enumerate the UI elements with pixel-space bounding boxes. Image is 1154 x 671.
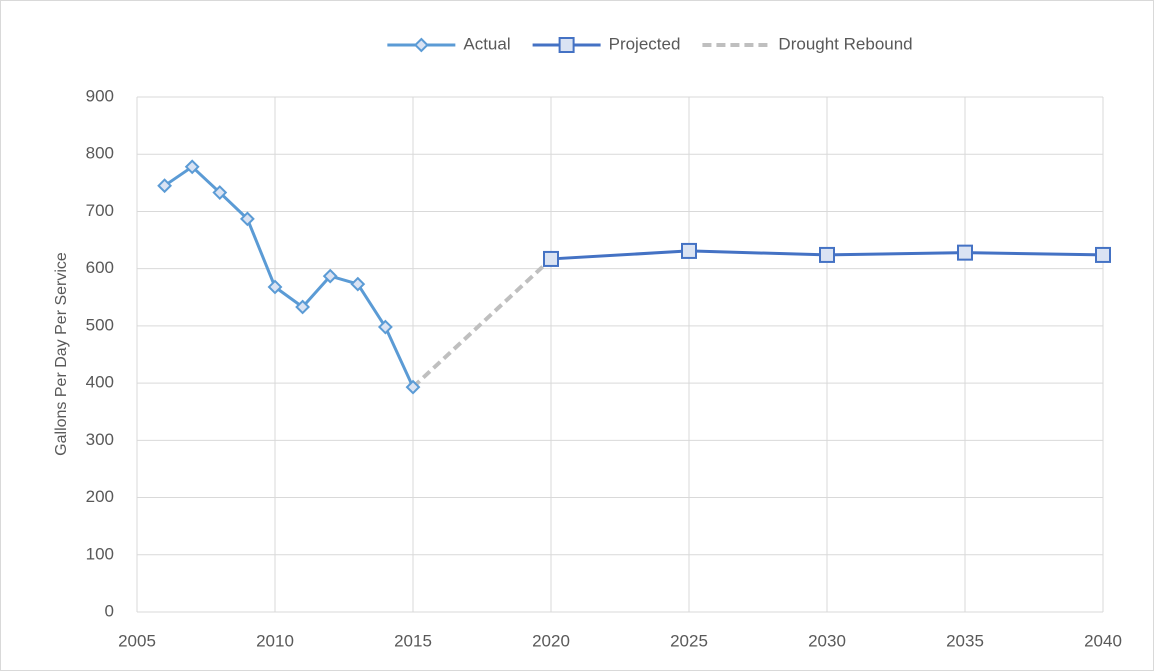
marker [267, 279, 283, 295]
legend-item: Drought Rebound [702, 34, 913, 53]
marker [184, 159, 200, 175]
x-tick-label: 2015 [394, 631, 432, 650]
y-tick-label: 100 [86, 544, 114, 563]
marker [413, 37, 429, 53]
y-tick-label: 700 [86, 201, 114, 220]
x-tick-label: 2030 [808, 631, 846, 650]
x-tick-label: 2025 [670, 631, 708, 650]
y-tick-label: 400 [86, 373, 114, 392]
x-tick-label: 2010 [256, 631, 294, 650]
y-tick-label: 0 [105, 601, 114, 620]
legend-item: Actual [387, 34, 511, 53]
marker [157, 178, 173, 194]
series-line [411, 257, 553, 389]
legend-item: Projected [532, 34, 681, 53]
marker [377, 319, 393, 335]
y-tick-label: 600 [86, 258, 114, 277]
x-tick-label: 2005 [118, 631, 156, 650]
marker [405, 379, 421, 395]
y-tick-label: 500 [86, 315, 114, 334]
marker [543, 250, 559, 267]
x-tick-label: 2035 [946, 631, 984, 650]
marker [212, 185, 228, 200]
marker [322, 268, 338, 284]
legend-label: Projected [609, 34, 681, 53]
x-tick-label: 2020 [532, 631, 570, 650]
legend-label: Drought Rebound [778, 34, 912, 53]
marker [239, 211, 255, 227]
x-tick-label: 2040 [1084, 631, 1122, 650]
marker [558, 37, 575, 53]
series-line [163, 165, 415, 388]
marker [819, 246, 835, 263]
marker [295, 299, 311, 315]
y-tick-label: 900 [86, 86, 114, 105]
marker [350, 276, 366, 292]
legend: Actual Projected Drought Rebound [387, 34, 913, 53]
legend-label: Actual [463, 34, 510, 53]
marker [681, 242, 697, 259]
y-tick-label: 300 [86, 430, 114, 449]
y-tick-label: 200 [86, 487, 114, 506]
y-tick-label: 800 [86, 144, 114, 163]
marker [957, 244, 973, 261]
marker [1095, 246, 1111, 263]
y-axis-label: Gallons Per Day Per Service [53, 252, 70, 456]
